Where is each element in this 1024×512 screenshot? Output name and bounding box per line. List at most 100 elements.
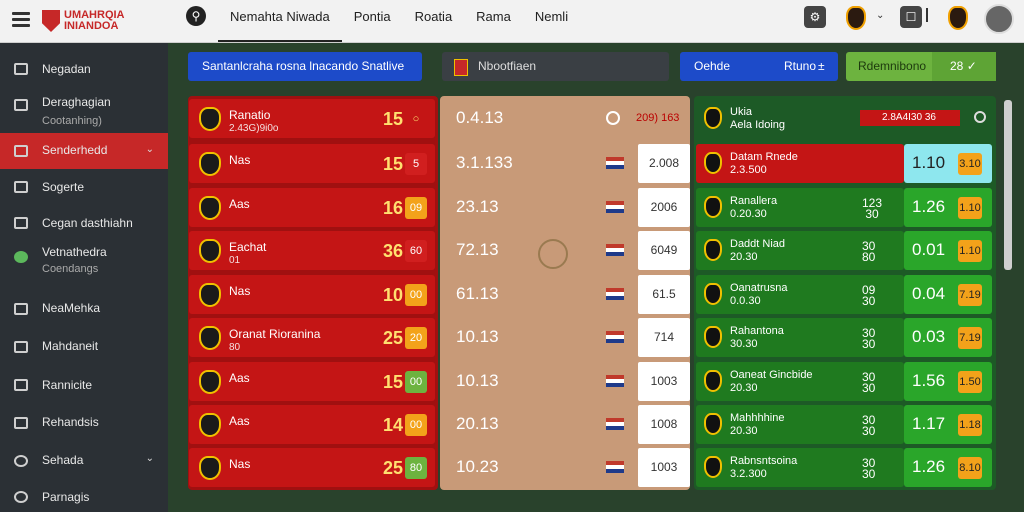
market-cell[interactable] xyxy=(696,144,904,183)
quota-badge[interactable]: 7.19 xyxy=(958,327,982,349)
quota-badge[interactable]: 20 xyxy=(405,327,427,349)
match-row-7[interactable]: Aas 15 00 xyxy=(189,362,435,401)
nav-item-5[interactable]: Nemli xyxy=(534,9,569,24)
odds-market-row[interactable]: Daddt Niad 20.30 30 80 0.01 1.10 xyxy=(696,231,992,270)
match-row-8[interactable]: Aas 14 00 xyxy=(189,405,435,444)
quota-badge[interactable]: 1.50 xyxy=(958,371,982,393)
odds-market-row[interactable]: Rabnsntsoina 3.2.300 30 30 1.26 8.10 xyxy=(696,448,992,487)
logo[interactable]: UMAHRQIA INIANDOA xyxy=(42,6,125,36)
market-cell[interactable] xyxy=(696,318,904,357)
sidebar-item-3[interactable]: Senderhedd ⌄ xyxy=(0,133,168,169)
match-row-4[interactable]: Eachat 01 36 60 xyxy=(189,231,435,270)
odds-box[interactable]: 2006 xyxy=(638,188,690,227)
menu-icon[interactable] xyxy=(12,12,30,28)
odds-value[interactable]: 1.56 xyxy=(912,371,946,390)
odds-box[interactable]: 1008 xyxy=(638,405,690,444)
quota-badge[interactable]: 80 xyxy=(405,457,427,479)
quota-badge[interactable]: 3.10 xyxy=(958,153,982,175)
nav-item-2[interactable]: Pontia xyxy=(353,9,391,24)
odds-row-4[interactable]: 61.13 61.5 xyxy=(442,275,690,314)
odds-selector[interactable]: Oehde Rtuno ± xyxy=(680,52,838,81)
market-cell[interactable] xyxy=(696,448,904,487)
quota-badge[interactable]: 00 xyxy=(405,414,427,436)
odds-row-8[interactable]: 10.23 1003 xyxy=(442,448,690,487)
match-row-3[interactable]: Aas 16 09 xyxy=(189,188,435,227)
notification-icon[interactable]: ☐ xyxy=(900,6,922,28)
odds-box[interactable]: 1003 xyxy=(638,362,690,401)
settings-icon[interactable]: ⚙ xyxy=(804,6,826,28)
odds-market-row[interactable]: Rahantona 30.30 30 30 0.03 7.19 xyxy=(696,318,992,357)
match-row-1[interactable]: Ranatio 2.43G)9i0o 15 ○ xyxy=(189,99,435,138)
chevron-down-icon[interactable]: ⌄ xyxy=(876,10,885,21)
quota-badge[interactable]: 00 xyxy=(405,284,427,306)
odds-market-row[interactable]: Mahhhhine 20.30 30 30 1.17 1.18 xyxy=(696,405,992,444)
market-cell[interactable] xyxy=(696,231,904,270)
market-cell[interactable] xyxy=(696,362,904,401)
quota-badge[interactable]: 1.10 xyxy=(958,197,982,219)
odds-value[interactable]: 1.10 xyxy=(912,153,946,172)
team-crest-icon[interactable] xyxy=(948,6,968,30)
odds-box[interactable]: 6049 xyxy=(638,231,690,270)
odds-value[interactable]: 1.26 xyxy=(912,457,946,476)
odds-value[interactable]: 0.01 xyxy=(912,240,946,259)
sidebar-item-1[interactable]: Negadan xyxy=(0,51,168,87)
quota-badge[interactable]: 7.19 xyxy=(958,284,982,306)
target-icon[interactable] xyxy=(606,111,620,125)
odds-value[interactable]: 0.04 xyxy=(912,284,946,303)
odds-box[interactable]: 2.008 xyxy=(638,144,690,183)
odds-row-6[interactable]: 10.13 1003 xyxy=(442,362,690,401)
sidebar-item-7[interactable]: NeaMehka xyxy=(0,291,168,327)
odds-box[interactable]: 714 xyxy=(638,318,690,357)
info-icon[interactable]: ○ xyxy=(412,113,420,125)
scrollbar[interactable] xyxy=(1004,100,1012,270)
sidebar-item-12[interactable]: Parnagis xyxy=(0,481,168,512)
quota-badge[interactable]: 00 xyxy=(405,371,427,393)
info-icon[interactable] xyxy=(974,111,986,123)
match-row-2[interactable]: Nas 15 5 xyxy=(189,144,435,183)
match-row-6[interactable]: Oranat Rioranina 80 25 20 xyxy=(189,318,435,357)
search-button[interactable]: Santanlcraha rosna lnacando Snatlive xyxy=(188,52,422,81)
odds-market-row[interactable]: Oaneat Gincbide 20.30 30 30 1.56 1.50 xyxy=(696,362,992,401)
nav-item-4[interactable]: Rama xyxy=(476,9,511,24)
market-cell[interactable] xyxy=(696,405,904,444)
quota-badge[interactable]: 5 xyxy=(405,153,427,175)
quota-badge[interactable]: 8.10 xyxy=(958,457,982,479)
sidebar-item-5[interactable]: Cegan dasthiahn xyxy=(0,205,168,241)
odds-row-1[interactable]: 3.1.133 2.008 xyxy=(442,144,690,183)
sidebar-item-6[interactable]: Vetnathedra Coendangs xyxy=(0,241,168,281)
odds-market-row[interactable]: Oanatrusna 0.0.30 09 30 0.04 7.19 xyxy=(696,275,992,314)
nav-item-1[interactable]: Nemahta Niwada xyxy=(218,0,342,42)
odds-row-5[interactable]: 10.13 714 xyxy=(442,318,690,357)
odds-row-3[interactable]: 72.13 6049 xyxy=(442,231,690,270)
sidebar-item-8[interactable]: Mahdaneit xyxy=(0,329,168,365)
quota-badge[interactable]: 09 xyxy=(405,197,427,219)
quota-badge[interactable]: 1.10 xyxy=(958,240,982,262)
market-cell[interactable] xyxy=(696,188,904,227)
sidebar-item-4[interactable]: Sogerte xyxy=(0,169,168,205)
match-row-5[interactable]: Nas 10 00 xyxy=(189,275,435,314)
sidebar-item-2[interactable]: Deraghagian Cootanhing) xyxy=(0,89,168,133)
quota-badge[interactable]: 1.18 xyxy=(958,414,982,436)
odds-row-7[interactable]: 20.13 1008 xyxy=(442,405,690,444)
avatar[interactable] xyxy=(984,4,1014,34)
match-row-9[interactable]: Nas 25 80 xyxy=(189,448,435,487)
odds-market-row[interactable]: Datam Rnede 2.3.500 1.10 3.10 xyxy=(696,144,992,183)
odds-box[interactable]: 61.5 xyxy=(638,275,690,314)
bet-slip-label: Rdemnibono xyxy=(858,59,927,73)
market-cell[interactable] xyxy=(696,275,904,314)
odds-value[interactable]: 1.17 xyxy=(912,414,946,433)
club-crest-icon[interactable] xyxy=(846,6,866,30)
odds-market-row[interactable]: Ranallera 0.20.30 123 30 1.26 1.10 xyxy=(696,188,992,227)
filter-bar[interactable]: Nbootfiaen xyxy=(442,52,669,81)
nav-item-3[interactable]: Roatia xyxy=(414,9,453,24)
sidebar-item-9[interactable]: Rannicite xyxy=(0,367,168,403)
sidebar-item-11[interactable]: Sehada ⌄ xyxy=(0,443,168,479)
odds-box[interactable]: 1003 xyxy=(638,448,690,487)
odds-row-2[interactable]: 23.13 2006 xyxy=(442,188,690,227)
odds-value[interactable]: 0.03 xyxy=(912,327,946,346)
bet-slip-button[interactable]: Rdemnibono 28 ✓ xyxy=(846,52,996,81)
odds-value[interactable]: 1.26 xyxy=(912,197,946,216)
search-icon[interactable]: ⚲ xyxy=(186,6,206,26)
quota-badge[interactable]: 60 xyxy=(405,240,427,262)
sidebar-item-10[interactable]: Rehandsis xyxy=(0,405,168,441)
